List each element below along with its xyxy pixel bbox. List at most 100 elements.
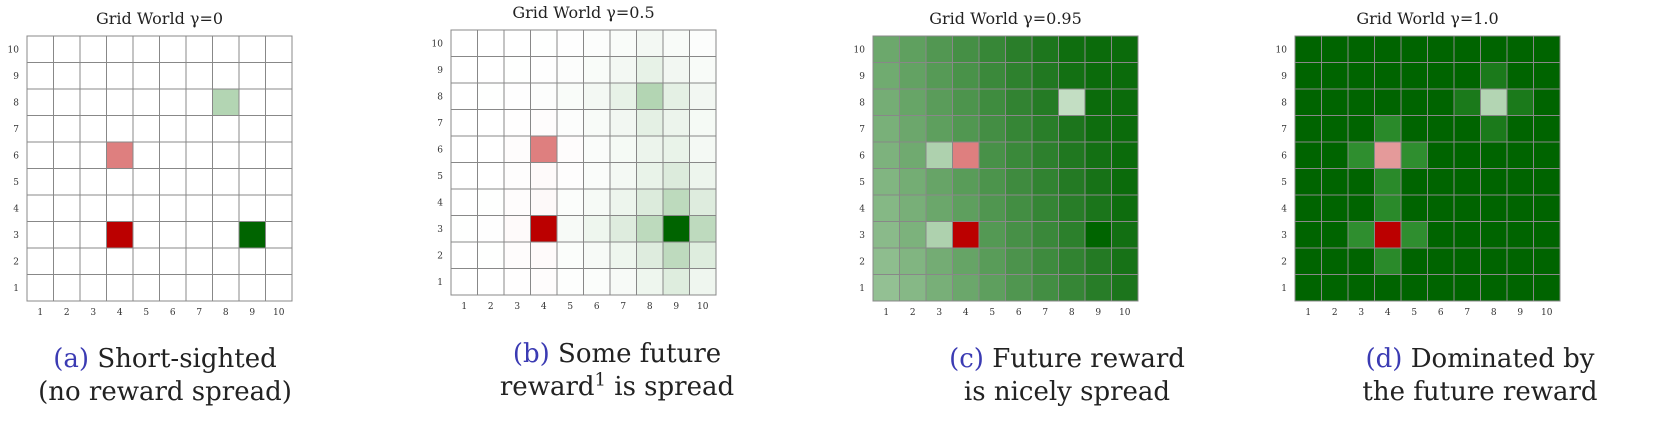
heatmap-cell [1058, 35, 1086, 63]
heatmap-cell [53, 274, 81, 302]
heatmap-cell [1453, 141, 1481, 169]
heatmap-cell [583, 162, 611, 190]
x-tick-label: 1 [37, 308, 43, 318]
heatmap-cell [185, 168, 213, 196]
heatmap-cell [503, 29, 531, 57]
y-tick-label: 4 [437, 198, 443, 208]
heatmap-cell [899, 115, 927, 143]
heatmap-cell [872, 141, 900, 169]
heatmap-cell [1400, 247, 1428, 275]
heatmap-cell [477, 29, 505, 57]
heatmap-cell [450, 268, 478, 296]
heatmap-cell [1453, 168, 1481, 196]
heatmap-cell [952, 221, 980, 249]
heatmap-cell [132, 221, 160, 249]
heatmap-cell [925, 274, 953, 302]
chart-title: Grid World γ=0.95 [929, 9, 1082, 28]
heatmap-cell [662, 82, 690, 110]
heatmap-cell [132, 115, 160, 143]
heatmap-cell [583, 82, 611, 110]
heatmap-cell [583, 215, 611, 243]
heatmap-cell [609, 162, 637, 190]
heatmap-cell [53, 141, 81, 169]
heatmap-cell [185, 88, 213, 116]
heatmap-cell [872, 35, 900, 63]
caption-d-line1: Dominated by [1410, 344, 1595, 374]
heatmap-cell [872, 115, 900, 143]
heatmap-cell [503, 56, 531, 84]
x-tick-label: 8 [1069, 308, 1075, 318]
caption-c-line2: is nicely spread [963, 377, 1171, 407]
heatmap-cell [1058, 194, 1086, 222]
heatmap-cell [1480, 141, 1508, 169]
x-tick-label: 4 [963, 308, 969, 318]
caption-b-label: (b) [512, 339, 550, 369]
heatmap-cell [159, 168, 187, 196]
heatmap-cell [477, 241, 505, 269]
heatmap-cell [1347, 221, 1375, 249]
heatmap-cell [185, 35, 213, 63]
heatmap-cell [1374, 35, 1402, 63]
heatmap-cell [238, 274, 266, 302]
heatmap-cell [1400, 194, 1428, 222]
heatmap-cell [609, 82, 637, 110]
heatmap-cell [1321, 247, 1349, 275]
heatmap-cell [1294, 221, 1322, 249]
heatmap-cell [530, 241, 558, 269]
heatmap-cell [1005, 247, 1033, 275]
heatmap-cell [212, 168, 240, 196]
heatmap-cell [1374, 62, 1402, 90]
heatmap-cell [238, 35, 266, 63]
heatmap-cell [185, 221, 213, 249]
heatmap-cell [26, 141, 54, 169]
heatmap-cell [1506, 247, 1534, 275]
heatmap-cell [978, 141, 1006, 169]
heatmap-cell [1031, 274, 1059, 302]
x-tick-label: 10 [1541, 308, 1553, 318]
heatmap-cell [530, 215, 558, 243]
heatmap-cell [1084, 88, 1112, 116]
heatmap-cell [1058, 62, 1086, 90]
heatmap-cell [503, 109, 531, 137]
heatmap-cell [872, 274, 900, 302]
heatmap-cell [872, 194, 900, 222]
heatmap-cell [79, 168, 107, 196]
heatmap-cell [689, 188, 717, 216]
x-tick-label: 3 [514, 302, 520, 312]
heatmap-cell [978, 35, 1006, 63]
x-tick-label: 5 [989, 308, 995, 318]
heatmap-cell [872, 168, 900, 196]
heatmap-cell [1321, 141, 1349, 169]
heatmap-cell [1533, 35, 1561, 63]
heatmap-cell [503, 215, 531, 243]
heatmap-cell [1031, 35, 1059, 63]
heatmap-cell [1347, 274, 1375, 302]
heatmap-cell [556, 268, 584, 296]
heatmap-cell [159, 274, 187, 302]
heatmap-cell [238, 247, 266, 275]
x-tick-label: 6 [1438, 308, 1444, 318]
heatmap-cell [1480, 247, 1508, 275]
heatmap-cell [1400, 168, 1428, 196]
heatmap-cell [556, 109, 584, 137]
heatmap-cell [952, 35, 980, 63]
x-tick-label: 7 [1042, 308, 1048, 318]
heatmap-cell [212, 274, 240, 302]
heatmap-cell [583, 241, 611, 269]
x-tick-label: 2 [910, 308, 916, 318]
heatmap-cell [477, 56, 505, 84]
heatmap-cell [106, 88, 134, 116]
heatmap-cell [530, 29, 558, 57]
heatmap-cell [1111, 247, 1139, 275]
heatmap-cell [106, 274, 134, 302]
heatmap-cell [1453, 35, 1481, 63]
panel-a: Grid World γ=0 1 2 3 4 5 6 7 8 9 10 1 2 3 4 5 6 7 8 9 10 (a)… [0, 0, 400, 433]
x-tick-label: 9 [1095, 308, 1101, 318]
x-tick-label: 6 [594, 302, 600, 312]
heatmap-cell [132, 62, 160, 90]
y-tick-label: 8 [1281, 98, 1287, 108]
caption-d-label: (d) [1365, 344, 1403, 374]
heatmap-cell [636, 268, 664, 296]
heatmap-cell [1084, 168, 1112, 196]
heatmap-cell [106, 194, 134, 222]
